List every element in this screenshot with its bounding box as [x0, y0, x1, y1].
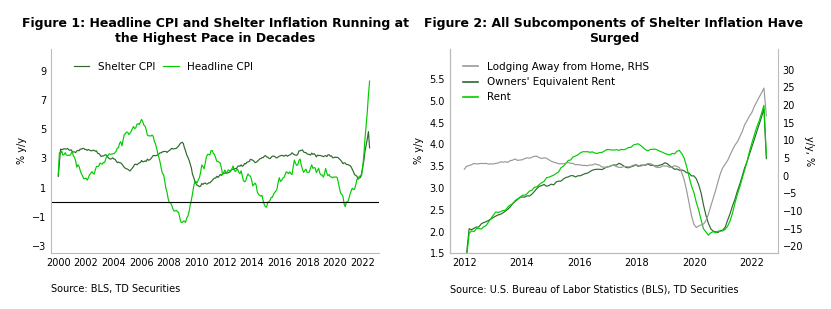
- Headline CPI: [268, 196, 278, 199]
- Headline CPI: [136, 117, 146, 121]
- Shelter CPI: [365, 146, 375, 150]
- Shelter CPI: [65, 149, 75, 152]
- Headline CPI: [65, 154, 75, 157]
- Rent: [660, 152, 670, 155]
- Headline CPI: [160, 179, 170, 183]
- Legend: Lodging Away from Home, RHS, Owners' Equivalent Rent, Rent: Lodging Away from Home, RHS, Owners' Equ…: [459, 58, 653, 107]
- Rent: [638, 146, 648, 150]
- Shelter CPI: [268, 154, 278, 158]
- Lodging Away from Home, RHS: [638, 163, 648, 167]
- Rent: [460, 274, 470, 278]
- Lodging Away from Home, RHS: [602, 166, 612, 169]
- Owners' Equivalent Rent: [660, 161, 670, 165]
- Title: Figure 1: Headline CPI and Shelter Inflation Running at
the Highest Pace in Deca: Figure 1: Headline CPI and Shelter Infla…: [22, 17, 409, 45]
- Shelter CPI: [233, 165, 243, 168]
- Headline CPI: [53, 173, 63, 176]
- Owners' Equivalent Rent: [638, 163, 648, 167]
- Rent: [602, 148, 612, 151]
- Rent: [537, 181, 547, 184]
- Y-axis label: y/y, %: y/y, %: [804, 136, 814, 166]
- Lodging Away from Home, RHS: [761, 114, 771, 117]
- Lodging Away from Home, RHS: [660, 164, 670, 168]
- Line: Shelter CPI: Shelter CPI: [58, 132, 370, 187]
- Y-axis label: % y/y: % y/y: [414, 138, 424, 164]
- Rent: [759, 104, 769, 107]
- Legend: Shelter CPI, Headline CPI: Shelter CPI, Headline CPI: [70, 58, 258, 76]
- Line: Lodging Away from Home, RHS: Lodging Away from Home, RHS: [465, 88, 766, 227]
- Lodging Away from Home, RHS: [460, 167, 470, 171]
- Title: Figure 2: All Subcomponents of Shelter Inflation Have
Surged: Figure 2: All Subcomponents of Shelter I…: [425, 17, 804, 45]
- Shelter CPI: [194, 185, 204, 188]
- Owners' Equivalent Rent: [460, 273, 470, 277]
- Headline CPI: [101, 157, 111, 161]
- Owners' Equivalent Rent: [646, 163, 656, 167]
- Y-axis label: % y/y: % y/y: [17, 138, 27, 164]
- Owners' Equivalent Rent: [479, 221, 489, 224]
- Lodging Away from Home, RHS: [691, 226, 701, 229]
- Owners' Equivalent Rent: [761, 157, 771, 160]
- Shelter CPI: [363, 130, 373, 133]
- Rent: [646, 148, 656, 151]
- Rent: [479, 225, 489, 229]
- Line: Owners' Equivalent Rent: Owners' Equivalent Rent: [465, 109, 766, 275]
- Lodging Away from Home, RHS: [759, 86, 769, 90]
- Text: Source: BLS, TD Securities: Source: BLS, TD Securities: [52, 284, 180, 294]
- Lodging Away from Home, RHS: [537, 157, 547, 160]
- Lodging Away from Home, RHS: [479, 162, 489, 165]
- Shelter CPI: [136, 159, 146, 162]
- Owners' Equivalent Rent: [537, 184, 547, 188]
- Headline CPI: [365, 79, 375, 83]
- Shelter CPI: [101, 153, 111, 157]
- Text: Source: U.S. Bureau of Labor Statistics (BLS), TD Securities: Source: U.S. Bureau of Labor Statistics …: [450, 284, 739, 294]
- Shelter CPI: [160, 150, 170, 153]
- Headline CPI: [233, 167, 243, 171]
- Line: Headline CPI: Headline CPI: [58, 81, 370, 222]
- Lodging Away from Home, RHS: [646, 162, 656, 166]
- Owners' Equivalent Rent: [759, 107, 769, 111]
- Shelter CPI: [53, 175, 63, 178]
- Headline CPI: [177, 221, 187, 224]
- Owners' Equivalent Rent: [602, 165, 612, 169]
- Line: Rent: Rent: [465, 105, 766, 276]
- Rent: [761, 154, 771, 158]
